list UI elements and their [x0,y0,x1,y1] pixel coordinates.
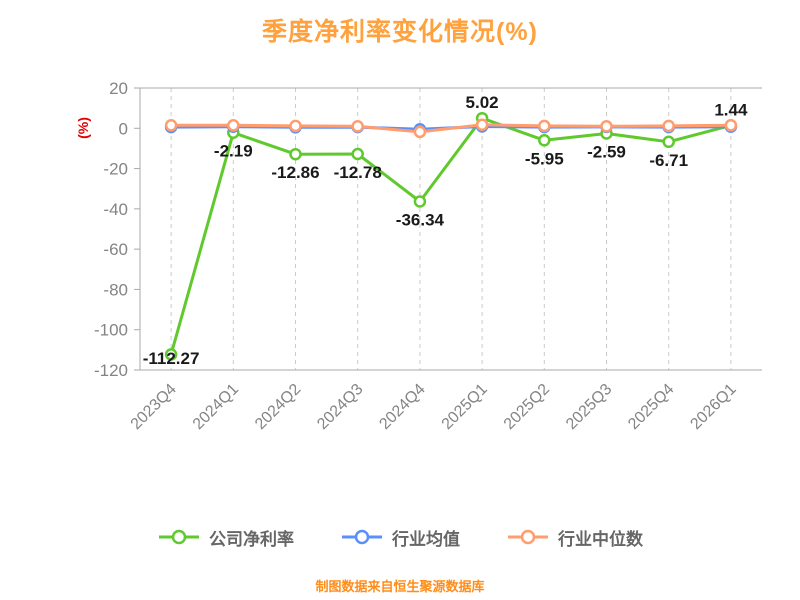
legend-marker-icon [342,529,382,545]
data-point [413,125,427,139]
y-tick-label: -40 [103,200,128,219]
data-point [164,119,178,132]
data-label: -2.19 [214,142,253,161]
data-label: -112.27 [143,349,200,368]
x-tick-label: 2024Q3 [314,381,366,433]
data-point [413,195,427,208]
x-tick-label: 2024Q1 [190,381,242,433]
x-tick-label: 2026Q1 [687,381,739,433]
data-point [351,120,364,133]
y-tick-label: -120 [94,361,128,380]
data-point [289,119,302,133]
x-tick-label: 2023Q4 [128,381,180,433]
data-label: 1.44 [714,100,748,119]
y-tick-label: 20 [109,79,128,98]
data-point [662,135,675,149]
x-tick-label: 2024Q2 [252,381,304,433]
data-point [475,118,489,131]
legend-item-1[interactable]: 行业均值 [340,525,460,550]
legend-item-0[interactable]: 公司净利率 [157,525,294,550]
x-tick-label: 2025Q3 [563,381,615,433]
data-source-note: 制图数据来自恒生聚源数据库 [315,579,485,594]
data-label: -5.95 [525,149,564,168]
x-tick-label: 2025Q4 [625,381,677,433]
series-line-0 [169,116,732,355]
data-point [724,119,738,132]
data-point [164,348,178,361]
legend-label: 行业中位数 [558,529,643,549]
chart-legend: 公司净利率 行业均值 行业中位数 [0,520,800,554]
y-tick-label: -60 [103,240,128,259]
data-label: 5.02 [466,93,499,112]
data-label: -36.34 [396,210,445,229]
chart-title: 季度净利率变化情况(%) [262,18,538,46]
y-tick-label: -20 [103,160,128,179]
x-tick-label: 2024Q4 [376,381,428,433]
y-tick-label: -80 [103,280,128,299]
x-tick-label: 2025Q2 [501,381,553,433]
data-label: -12.78 [334,163,382,182]
legend-marker-icon [159,529,199,545]
data-point [289,147,302,161]
data-point [227,119,240,132]
data-label: -2.59 [587,143,626,162]
legend-label: 行业均值 [392,529,460,549]
x-tick-label: 2025Q1 [439,381,491,433]
data-label: -6.71 [649,151,688,170]
data-point [538,134,551,147]
data-point [662,119,675,133]
data-point [600,120,613,133]
line-chart: 200-20-40-60-80-100-120(%)2023Q4 2024Q1 20… [75,79,762,433]
legend-marker-icon [508,529,548,545]
legend-item-2[interactable]: 行业中位数 [506,525,643,550]
series-line-2 [171,123,731,134]
data-point [538,119,551,133]
data-point [351,147,364,161]
y-tick-label: 0 [119,119,128,138]
y-tick-label: -100 [94,321,128,340]
data-label: -12.86 [271,163,319,182]
y-axis-unit: (%) [75,117,91,139]
legend-label: 公司净利率 [209,529,294,549]
